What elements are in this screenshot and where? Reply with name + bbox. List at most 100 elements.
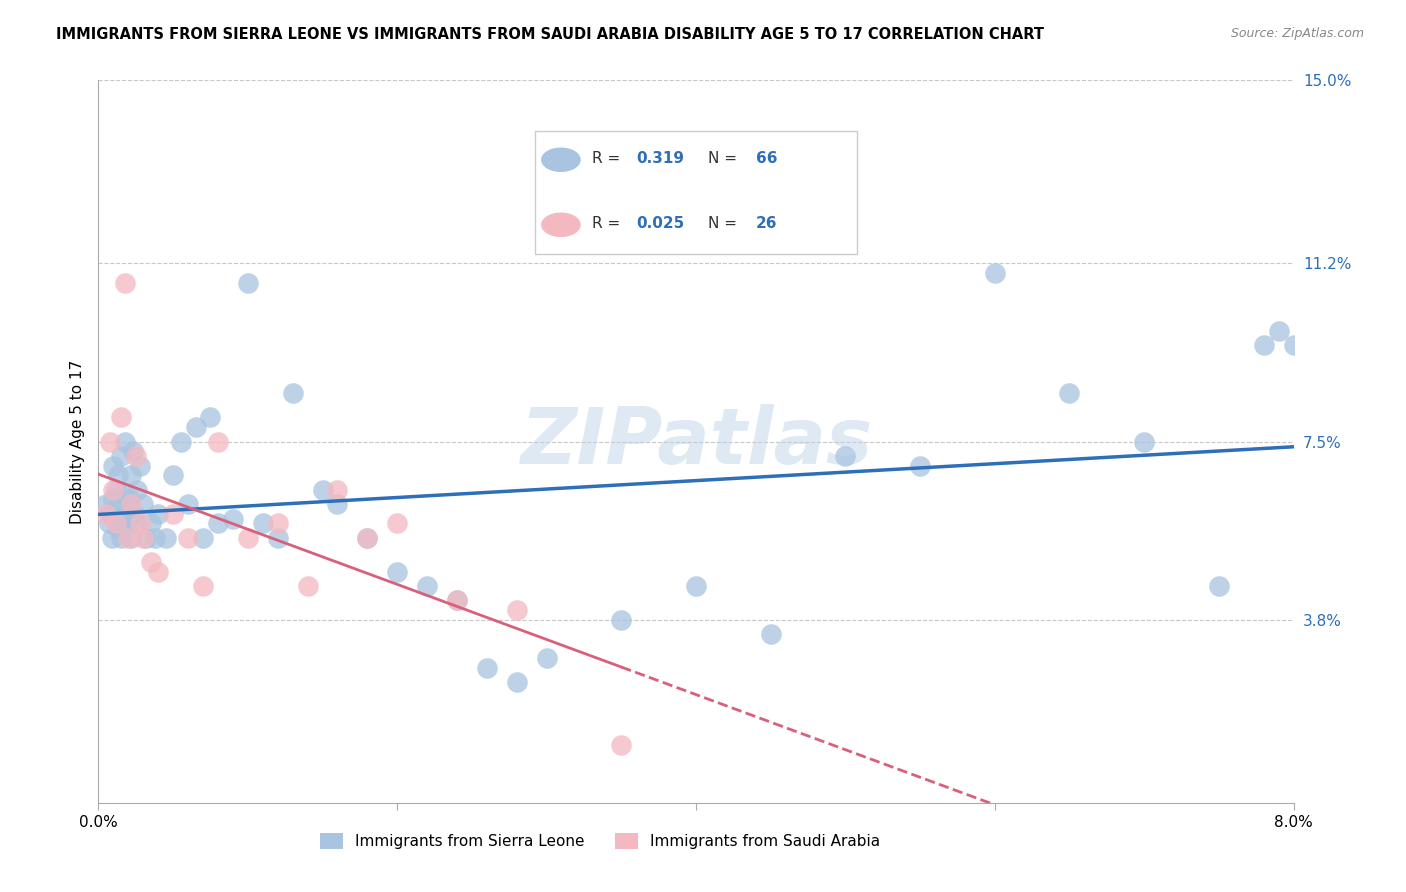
Point bbox=[120, 497, 142, 511]
Point bbox=[610, 613, 633, 627]
Point bbox=[356, 531, 378, 545]
Point bbox=[191, 579, 214, 593]
Point bbox=[162, 507, 184, 521]
Point bbox=[1133, 434, 1156, 449]
Text: ZIPatlas: ZIPatlas bbox=[520, 403, 872, 480]
Point bbox=[112, 487, 135, 501]
Point bbox=[177, 497, 200, 511]
Point bbox=[416, 579, 439, 593]
Point bbox=[207, 516, 229, 531]
Point bbox=[115, 502, 138, 516]
Point bbox=[110, 410, 132, 425]
Point bbox=[506, 603, 529, 617]
Point bbox=[908, 458, 931, 473]
Point bbox=[104, 511, 127, 525]
Point bbox=[110, 449, 132, 463]
Legend: Immigrants from Sierra Leone, Immigrants from Saudi Arabia: Immigrants from Sierra Leone, Immigrants… bbox=[321, 833, 880, 849]
Point bbox=[127, 483, 149, 497]
Point bbox=[148, 565, 170, 579]
Point bbox=[98, 434, 122, 449]
Point bbox=[236, 531, 259, 545]
Point bbox=[148, 507, 170, 521]
Point bbox=[200, 410, 222, 425]
Point bbox=[281, 386, 304, 401]
Point bbox=[184, 420, 207, 434]
Point bbox=[103, 458, 125, 473]
Point bbox=[124, 507, 146, 521]
Point bbox=[108, 497, 131, 511]
Point bbox=[94, 497, 117, 511]
Point bbox=[385, 516, 409, 531]
Point bbox=[446, 593, 468, 607]
Point bbox=[207, 434, 229, 449]
Point bbox=[446, 593, 468, 607]
Y-axis label: Disability Age 5 to 17: Disability Age 5 to 17 bbox=[69, 359, 84, 524]
Point bbox=[1208, 579, 1230, 593]
Point bbox=[139, 555, 162, 569]
Point bbox=[132, 497, 155, 511]
Point bbox=[169, 434, 191, 449]
Circle shape bbox=[541, 148, 581, 171]
Point bbox=[125, 449, 148, 463]
Point bbox=[118, 492, 141, 507]
Point bbox=[177, 531, 200, 545]
Point bbox=[356, 531, 378, 545]
Point bbox=[110, 531, 132, 545]
Text: 0.319: 0.319 bbox=[637, 151, 685, 166]
Point bbox=[129, 516, 152, 531]
Text: IMMIGRANTS FROM SIERRA LEONE VS IMMIGRANTS FROM SAUDI ARABIA DISABILITY AGE 5 TO: IMMIGRANTS FROM SIERRA LEONE VS IMMIGRAN… bbox=[56, 27, 1045, 42]
Point bbox=[143, 531, 166, 545]
Point bbox=[536, 651, 558, 665]
Point bbox=[121, 444, 143, 458]
Point bbox=[267, 516, 290, 531]
Point bbox=[252, 516, 274, 531]
Point bbox=[114, 276, 136, 290]
Text: R =: R = bbox=[592, 216, 626, 231]
Point bbox=[385, 565, 409, 579]
Point bbox=[103, 492, 125, 507]
Point bbox=[107, 468, 129, 483]
Point bbox=[475, 661, 498, 675]
Point bbox=[107, 521, 129, 535]
Point bbox=[112, 516, 135, 531]
Text: Source: ZipAtlas.com: Source: ZipAtlas.com bbox=[1230, 27, 1364, 40]
Point bbox=[111, 507, 134, 521]
Point bbox=[162, 468, 184, 483]
Point bbox=[105, 483, 128, 497]
Point bbox=[120, 531, 142, 545]
Point bbox=[101, 531, 124, 545]
Point bbox=[98, 507, 122, 521]
Point bbox=[297, 579, 319, 593]
Point bbox=[326, 497, 349, 511]
Point bbox=[610, 738, 633, 752]
Point bbox=[114, 434, 136, 449]
Point bbox=[117, 531, 139, 545]
Point bbox=[105, 516, 128, 531]
Point bbox=[97, 516, 120, 531]
Point bbox=[120, 468, 142, 483]
Text: 66: 66 bbox=[756, 151, 778, 166]
Point bbox=[155, 531, 177, 545]
Point bbox=[222, 511, 245, 525]
Point bbox=[1267, 324, 1289, 338]
Point bbox=[834, 449, 856, 463]
Point bbox=[267, 531, 290, 545]
Point bbox=[191, 531, 214, 545]
Point bbox=[103, 483, 125, 497]
Point bbox=[94, 507, 117, 521]
Point bbox=[1253, 338, 1275, 352]
Bar bbox=[534, 131, 858, 253]
Point bbox=[759, 627, 782, 641]
Point bbox=[129, 458, 152, 473]
Text: 0.025: 0.025 bbox=[637, 216, 685, 231]
Point bbox=[326, 483, 349, 497]
Circle shape bbox=[541, 213, 581, 236]
Point bbox=[117, 511, 139, 525]
Point bbox=[311, 483, 333, 497]
Text: N =: N = bbox=[709, 151, 742, 166]
Text: R =: R = bbox=[592, 151, 626, 166]
Point bbox=[685, 579, 707, 593]
Point bbox=[139, 516, 162, 531]
Point bbox=[236, 276, 259, 290]
Text: N =: N = bbox=[709, 216, 742, 231]
